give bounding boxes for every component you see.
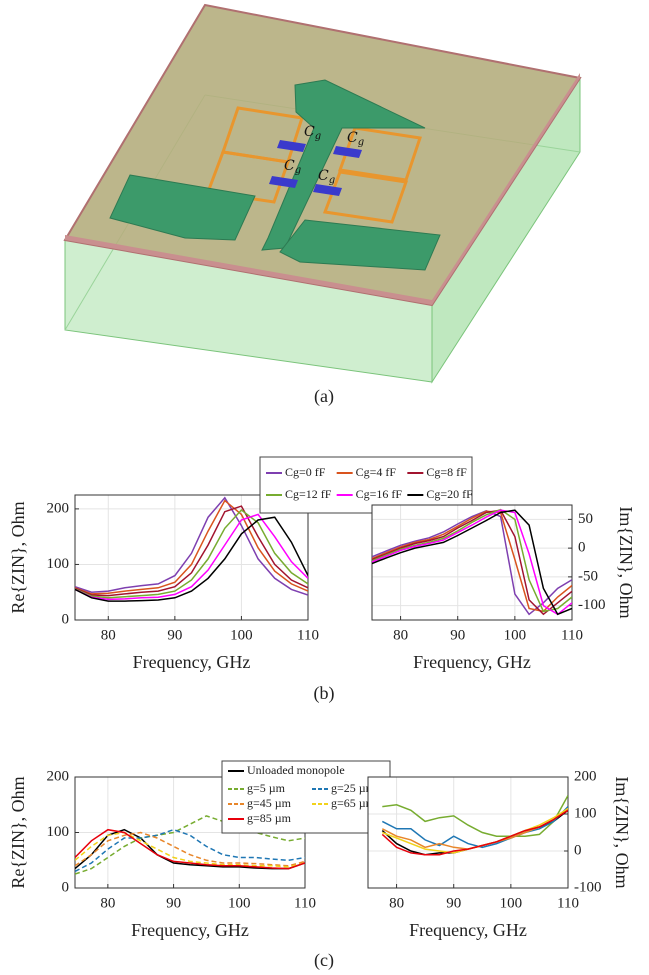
x-tick-label: 90 (450, 627, 465, 643)
x-tick-label: 90 (166, 895, 181, 911)
caption: (b) (314, 683, 335, 704)
y-tick-label: 100 (47, 824, 70, 840)
x-tick-label: 100 (230, 627, 253, 643)
y-tick-label: 0 (574, 842, 582, 858)
y-tick-label: 0 (62, 879, 70, 895)
legend-label: g=5 µm (247, 781, 286, 795)
line-chart: 80 90 100 110 -100 -50 0 50 Frequency, GHz Im{ZIN… (372, 505, 636, 672)
legend-label: Cg=20 fF (426, 487, 473, 501)
label-sub: g (329, 175, 335, 186)
y-tick-label: 100 (47, 556, 70, 572)
x-tick-label: 90 (446, 895, 461, 911)
legend-label: Unloaded monopole (247, 763, 345, 777)
y-axis-title: Im{ZIN}, Ohm (612, 776, 632, 888)
plot-area (368, 777, 568, 888)
x-tick-label: 90 (167, 627, 182, 643)
y-tick-label: 0 (62, 611, 70, 627)
x-tick-label: 100 (228, 895, 251, 911)
legend-label: Cg=8 fF (426, 465, 467, 479)
legend-label: g=85 µm (247, 811, 292, 825)
x-tick-label: 110 (294, 895, 316, 911)
label-main: C (318, 168, 329, 184)
figure: Cg Cg Cg Cg (a) (b) (c) 80 90 100 110 0 100 20… (0, 0, 649, 975)
x-axis-title: Frequency, GHz (131, 920, 249, 940)
label-sub: g (315, 131, 321, 142)
y-tick-label: -50 (578, 568, 598, 584)
line-chart: 80 90 100 110-100 0 100 200 Frequency, GHz Im{ZI… (368, 768, 632, 940)
y-tick-label: 100 (574, 805, 597, 821)
legend-label: g=45 µm (247, 796, 292, 810)
y-tick-label: 200 (574, 768, 597, 784)
label-sub: g (358, 137, 364, 148)
x-tick-label: 100 (500, 895, 523, 911)
x-tick-label: 80 (100, 895, 115, 911)
x-tick-label: 110 (297, 627, 319, 643)
line-chart: 80 90 100 110 0 100 200 Frequency, GHz Re{ZIN}, … (8, 761, 390, 940)
device-diagram: Cg Cg Cg Cg (65, 5, 580, 382)
x-tick-label: 100 (504, 627, 527, 643)
x-tick-label: 80 (393, 627, 408, 643)
y-tick-label: 50 (578, 511, 593, 527)
x-tick-label: 110 (557, 895, 579, 911)
x-axis-title: Frequency, GHz (133, 652, 251, 672)
label-main: C (284, 158, 295, 174)
label-main: C (304, 124, 315, 140)
y-tick-label: -100 (578, 597, 606, 613)
legend-label: Cg=0 fF (285, 465, 326, 479)
label-main: C (347, 130, 358, 146)
caption: (a) (314, 386, 334, 407)
legend-label: Cg=12 fF (285, 487, 332, 501)
label-sub: g (295, 165, 301, 176)
x-axis-title: Frequency, GHz (409, 920, 527, 940)
x-tick-label: 110 (561, 627, 583, 643)
y-axis-title: Im{ZIN}, Ohm (616, 506, 636, 618)
y-axis-title: Re{ZIN}, Ohm (8, 501, 28, 613)
y-tick-label: 200 (47, 500, 70, 516)
y-tick-label: 200 (47, 768, 70, 784)
x-tick-label: 80 (101, 627, 116, 643)
x-axis-title: Frequency, GHz (413, 652, 531, 672)
legend-label: Cg=4 fF (356, 465, 397, 479)
y-tick-label: -100 (574, 879, 602, 895)
x-tick-label: 80 (389, 895, 404, 911)
legend-label: Cg=16 fF (356, 487, 403, 501)
caption: (c) (314, 950, 334, 971)
y-axis-title: Re{ZIN}, Ohm (8, 776, 28, 888)
y-tick-label: 0 (578, 540, 586, 556)
